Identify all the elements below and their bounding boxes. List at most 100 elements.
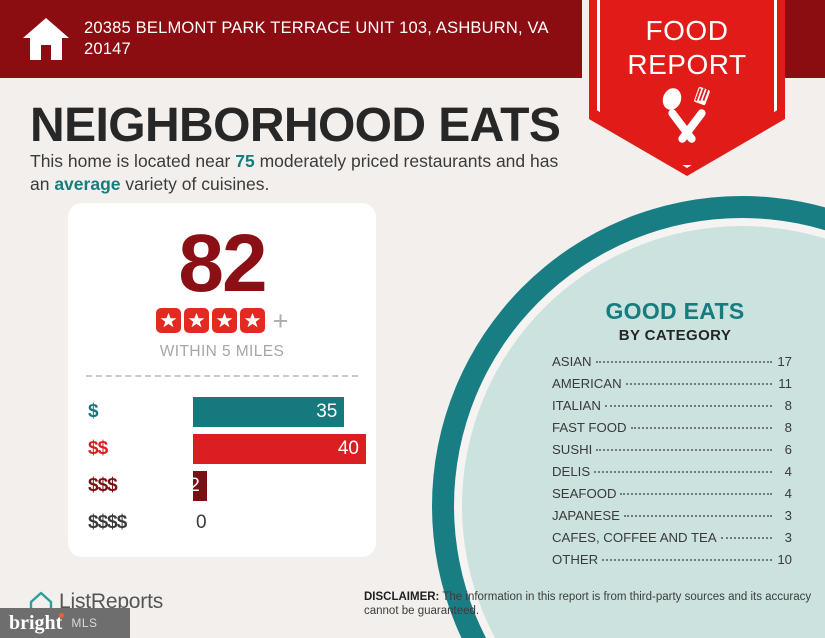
bar-row: $$ 40 xyxy=(68,430,376,467)
price-level-bar-chart: $35 $$ 40 $$$ 2 $$$$ 0 xyxy=(68,393,376,541)
category-count: 4 xyxy=(784,464,792,479)
good-eats-subtitle: BY CATEGORY xyxy=(618,327,732,344)
category-name: FAST FOOD xyxy=(552,420,627,435)
category-list: ASIAN 17 AMERICAN 11 ITALIAN 8 FAST FOOD 8 SUSHI… xyxy=(552,354,792,574)
category-name: JAPANESE xyxy=(552,508,620,523)
listreports-logo: ListReports xyxy=(28,590,163,614)
bar-value: 35 xyxy=(316,400,338,422)
disclaimer-label: DISCLAIMER: xyxy=(364,591,440,603)
category-row: CAFES, COFFEE AND TEA 3 xyxy=(552,530,792,552)
bar-row: $35 xyxy=(68,393,376,430)
category-count: 10 xyxy=(777,552,792,567)
bar-value: 0 xyxy=(196,511,207,533)
leader-dots xyxy=(625,383,772,385)
star-rating: + xyxy=(68,305,376,336)
star-icon xyxy=(183,308,209,333)
bar-category-label: $$$ xyxy=(88,474,118,496)
bar-category-label: $$$$ xyxy=(88,511,127,533)
category-name: SUSHI xyxy=(552,442,593,457)
category-row: OTHER 10 xyxy=(552,552,792,574)
category-row: FAST FOOD 8 xyxy=(552,420,792,442)
good-eats-title: GOOD EATS xyxy=(605,298,745,324)
bar-track: 40 xyxy=(193,433,366,464)
score-card: 82 + WITHIN 5 MILES $35 $$ 40 $$$ 2 $$$$ 0 xyxy=(68,203,376,557)
leader-dots xyxy=(630,427,772,429)
leader-dots xyxy=(595,361,772,363)
category-name: CAFES, COFFEE AND TEA xyxy=(552,530,717,545)
category-count: 8 xyxy=(784,420,792,435)
bar-fill: 2 xyxy=(189,470,207,501)
subtitle-part-2: moderately priced restaurants and has an xyxy=(30,151,559,194)
page-title: NEIGHBORHOOD EATS xyxy=(30,99,561,152)
bright-label: bright xyxy=(9,611,65,635)
star-icon xyxy=(239,308,265,333)
subtitle-part-1: This home is located near xyxy=(30,151,236,171)
spoon-fork-icon xyxy=(662,86,710,143)
bar-fill: 35 xyxy=(193,396,345,427)
bar-value: 2 xyxy=(189,474,200,496)
badge-white-edge xyxy=(582,0,589,120)
disclaimer-text: The information in this report is from t… xyxy=(364,591,812,617)
good-eats-header: GOOD EATS BY CATEGORY xyxy=(540,298,810,344)
bar-track: 35 xyxy=(193,396,366,427)
category-row: ASIAN 17 xyxy=(552,354,792,376)
category-count: 4 xyxy=(784,486,792,501)
bar-category-label: $ xyxy=(88,400,99,422)
star-icon xyxy=(211,308,237,333)
bar-value: 40 xyxy=(337,437,359,459)
food-report-badge: FOOD REPORT xyxy=(582,0,785,176)
badge-inner-outline xyxy=(597,0,777,168)
property-address: 20385 BELMONT PARK TERRACE UNIT 103, ASH… xyxy=(84,19,548,58)
bar-category-label: $$ xyxy=(88,437,108,459)
category-name: ITALIAN xyxy=(552,398,601,413)
category-name: SEAFOOD xyxy=(552,486,617,501)
eats-score: 82 xyxy=(178,218,267,309)
subtitle-restaurant-count: 75 xyxy=(235,151,255,171)
bright-dot-icon xyxy=(59,612,65,618)
leader-dots xyxy=(602,559,772,561)
subtitle-variety-level: average xyxy=(54,174,121,194)
bar-row: $$$ 2 xyxy=(68,467,376,504)
leader-dots xyxy=(596,449,772,451)
leader-dots xyxy=(623,515,772,517)
category-row: JAPANESE 3 xyxy=(552,508,792,530)
leader-dots xyxy=(720,537,772,539)
category-row: AMERICAN 11 xyxy=(552,376,792,398)
good-eats-circle xyxy=(432,196,825,638)
category-name: ASIAN xyxy=(552,354,592,369)
category-row: SUSHI 6 xyxy=(552,442,792,464)
category-name: OTHER xyxy=(552,552,599,567)
category-row: DELIS 4 xyxy=(552,464,792,486)
badge-line-1: FOOD xyxy=(645,15,729,46)
category-count: 8 xyxy=(784,398,792,413)
category-count: 3 xyxy=(784,508,792,523)
bar-fill: 40 xyxy=(193,433,366,464)
badge-text: FOOD REPORT xyxy=(589,14,785,82)
star-icon xyxy=(155,308,181,333)
mls-label: MLS xyxy=(71,616,98,630)
category-row: SEAFOOD 4 xyxy=(552,486,792,508)
within-radius-label: WITHIN 5 MILES xyxy=(159,343,285,360)
category-row: ITALIAN 8 xyxy=(552,398,792,420)
house-icon xyxy=(23,18,69,60)
category-count: 17 xyxy=(777,354,792,369)
category-count: 3 xyxy=(784,530,792,545)
category-count: 6 xyxy=(784,442,792,457)
leader-dots xyxy=(594,471,772,473)
category-name: DELIS xyxy=(552,464,591,479)
listreports-label: ListReports xyxy=(59,590,164,613)
bar-row: $$$$ 0 xyxy=(68,504,376,541)
category-name: AMERICAN xyxy=(552,376,622,391)
listreports-house-icon xyxy=(29,591,53,611)
bright-text: bright xyxy=(9,611,63,634)
leader-dots xyxy=(604,405,772,407)
card-divider xyxy=(86,375,358,377)
bar-track: 2 xyxy=(189,470,366,501)
badge-line-2: REPORT xyxy=(627,49,747,80)
disclaimer: DISCLAIMER: The information in this repo… xyxy=(364,590,814,618)
category-count: 11 xyxy=(778,376,792,391)
leader-dots xyxy=(620,493,772,495)
subtitle-part-3: variety of cuisines. xyxy=(120,174,270,194)
star-plus: + xyxy=(272,305,289,336)
